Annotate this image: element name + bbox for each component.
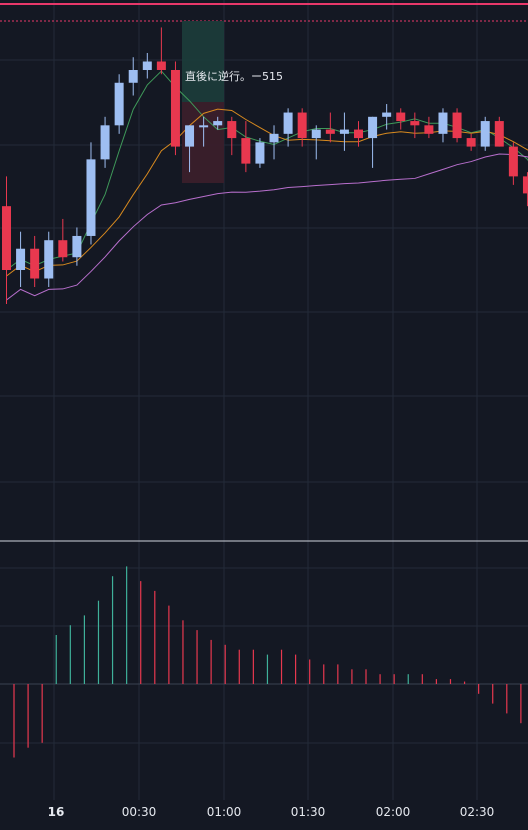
profit-zone <box>182 21 224 102</box>
candle-body <box>410 121 420 126</box>
ma-fast-line <box>6 70 528 271</box>
candle-body <box>72 235 82 258</box>
candle-body <box>354 129 363 139</box>
candle-body <box>227 121 237 139</box>
candle-body <box>156 61 166 70</box>
candle-body <box>368 116 378 139</box>
candle-body <box>241 138 251 164</box>
candle-body <box>297 112 307 139</box>
candle-body <box>466 138 476 147</box>
annotation-label: 直後に逆行。ー515 <box>185 69 283 83</box>
candle-body <box>100 125 110 160</box>
candle-body <box>283 112 293 134</box>
candle-body <box>114 82 124 126</box>
candle-body <box>494 121 504 147</box>
ma-mid-line <box>6 108 528 277</box>
candle-body <box>128 70 138 83</box>
candle-body <box>311 129 321 139</box>
time-axis-label-0030: 00:30 <box>122 805 157 819</box>
ma-slow-line <box>6 153 528 301</box>
candle-body <box>452 112 462 139</box>
position-zones <box>182 21 224 183</box>
candle-body <box>30 248 40 279</box>
candle-body <box>438 112 448 134</box>
time-axis-label-0100: 01:00 <box>207 805 242 819</box>
grid-lines <box>0 0 528 800</box>
candle-body <box>213 121 223 126</box>
candle-body <box>396 112 406 122</box>
top-price-lines <box>0 3 528 22</box>
time-axis-label-16: 16 <box>48 805 65 819</box>
time-axis-label-0200: 02:00 <box>376 805 411 819</box>
candle-body <box>382 112 392 117</box>
candle-body <box>199 125 209 128</box>
time-axis: 16 00:30 01:00 01:30 02:00 02:30 <box>48 805 495 819</box>
candle-body <box>339 129 349 134</box>
candle-body <box>58 240 68 258</box>
candle-body <box>269 133 279 143</box>
candle-body <box>86 159 96 236</box>
time-axis-label-0230: 02:30 <box>460 805 495 819</box>
candle-body <box>170 70 180 147</box>
candle-body <box>44 240 54 279</box>
candle-body <box>325 129 335 134</box>
oscillator-histogram <box>13 566 522 758</box>
moving-average-lines <box>6 70 528 301</box>
candle-body <box>522 176 528 194</box>
candle-body <box>16 248 26 270</box>
candle-body <box>185 125 195 147</box>
candle-body <box>508 146 518 177</box>
candlestick-series <box>2 27 528 305</box>
candle-body <box>255 142 265 164</box>
candle-body <box>424 125 434 134</box>
candle-body <box>142 61 152 70</box>
time-axis-label-0130: 01:30 <box>291 805 326 819</box>
candle-body <box>2 206 11 270</box>
candle-body <box>480 121 490 147</box>
trade-annotation: 直後に逆行。ー515 <box>185 69 283 83</box>
